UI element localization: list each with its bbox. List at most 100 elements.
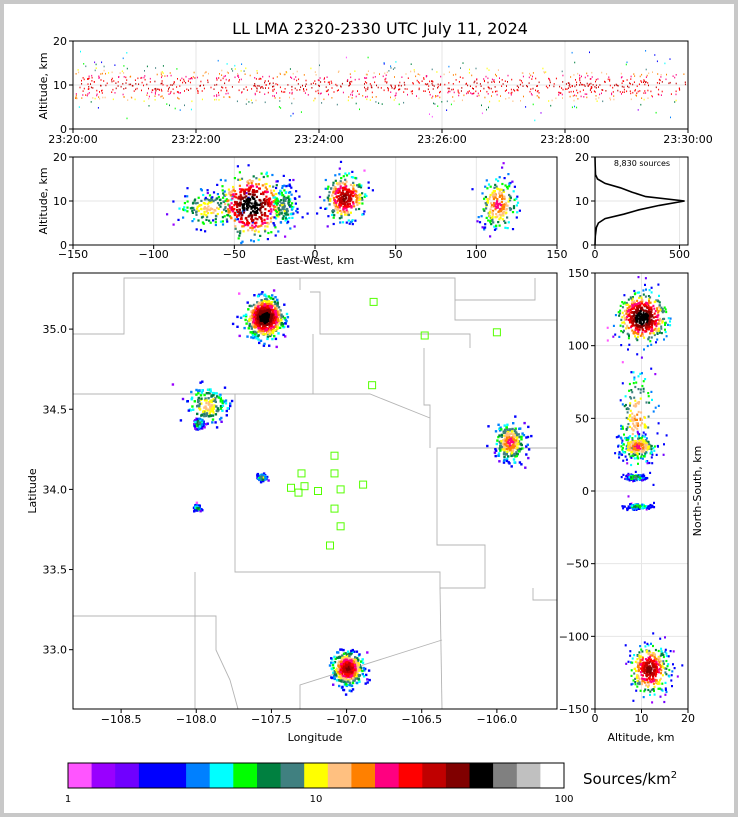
plan-density-cell [259,310,262,313]
time-height-source [655,86,657,89]
plan-density-cell [205,412,209,415]
time-height-source [467,84,469,87]
plan-density-cell [273,304,276,307]
plan-density-cell [256,472,259,476]
time-height-source [598,86,599,88]
time-height-source [433,102,435,105]
plan-density-cell [355,671,359,674]
ns-density-cell [637,424,639,427]
plan-density-cell [356,673,359,676]
time-height-source [349,82,350,84]
ns-density-cell [641,372,643,375]
ew-density-cell [286,184,289,187]
ns-density-cell [625,301,628,305]
ew-density-cell [498,188,501,191]
plan-density-cell [265,295,268,298]
plan-density-cell [252,319,255,322]
plan-density-cell [244,315,248,318]
time-height-source [477,92,479,95]
time-height-source [590,78,592,80]
plan-density-cell [361,669,364,673]
plan-density-cell [358,668,361,671]
ew-density-cell [250,205,253,208]
time-height-source [586,96,588,99]
ns-density-cell [642,289,645,292]
ns-density-cell [661,320,664,323]
time-height-source [633,81,635,83]
plan-density-cell [248,324,251,327]
ns-density-cell [612,324,615,327]
plan-density-cell [255,313,258,316]
ns-density-cell [646,311,649,314]
time-height-source [645,81,646,84]
plan-density-cell [272,289,276,292]
ns-density-cell [620,318,623,321]
time-height-source [675,99,677,102]
plan-density-cell [352,660,356,664]
time-height-source [200,84,201,87]
time-height-source [504,80,506,82]
time-height-source [336,84,338,87]
time-height-source [100,79,102,81]
plan-density-cell [517,447,520,450]
ew-density-cell [255,177,258,180]
plan-density-cell [274,318,277,322]
time-height-source [254,92,256,95]
plan-density-cell [513,453,516,456]
ew-density-cell [216,202,220,205]
plan-density-cell [260,473,263,477]
time-height-source [210,86,212,89]
ew-density-cell [236,205,239,208]
ew-density-cell [252,240,255,243]
time-height-source [461,87,463,89]
time-height-source [154,91,156,94]
plan-density-cell [342,652,346,655]
ew-density-cell [496,215,499,218]
time-height-source [245,103,247,105]
time-height-source [469,85,471,87]
plan-density-cell [337,662,340,665]
ew-density-cell [332,222,335,226]
time-height-source [362,95,364,97]
ew-density-cell [266,238,269,241]
plan-density-cell [229,404,232,408]
ew-density-cell [339,221,342,224]
ew-density-cell [283,189,286,192]
time-height-source [106,82,108,85]
time-height-source [218,94,220,97]
plan-density-cell [523,421,526,425]
plan-density-cell [269,319,272,323]
ns-density-cell [658,319,661,322]
ns-density-cell [627,348,629,351]
ew-density-cell [249,193,252,196]
ns-density-cell [652,483,655,486]
plan-density-cell [344,671,347,674]
ew-density-cell [212,211,215,214]
ns-density-cell [640,315,642,318]
plan-density-cell [267,479,270,482]
time-height-source [96,93,98,96]
time-height-source [394,86,396,88]
plan-density-cell [506,450,509,454]
time-height-source [520,80,522,82]
plan-density-cell [502,452,506,456]
ns-density-cell [643,348,645,351]
plan-density-cell [273,334,276,338]
time-height-source [561,70,563,73]
ew-density-cell [356,184,359,187]
time-height-source [154,93,156,95]
time-height-source [544,72,546,74]
plan-density-cell [223,386,227,389]
plan-density-cell [337,678,340,682]
time-height-source [660,74,662,76]
time-height-source [400,84,402,87]
ns-density-cell [643,324,646,327]
time-height-source [149,81,151,83]
ew-density-cell [196,207,199,210]
ns-density-cell [640,296,643,299]
time-height-source [613,98,615,101]
ns-density-cell [639,319,642,322]
plan-density-cell [266,337,269,341]
plan-density-cell [219,405,223,408]
time-height-source [232,70,234,72]
